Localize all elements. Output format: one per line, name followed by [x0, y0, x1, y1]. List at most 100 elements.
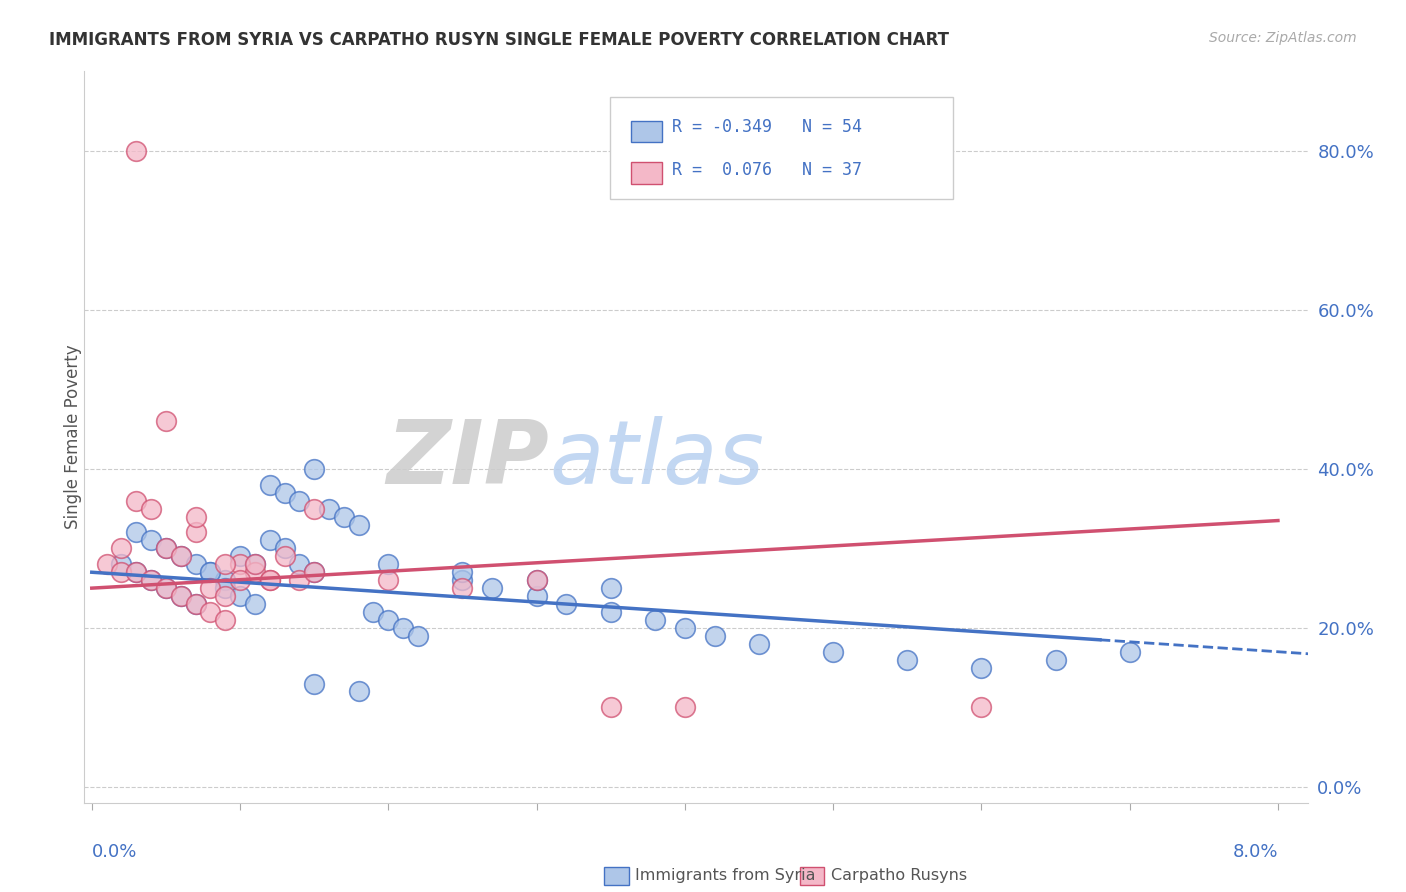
Point — [155, 581, 177, 595]
Point — [333, 509, 356, 524]
Point — [288, 558, 311, 572]
Point — [214, 581, 236, 595]
Point — [451, 581, 474, 595]
Point — [155, 414, 177, 428]
Point — [155, 541, 177, 556]
Point — [1118, 645, 1140, 659]
Point — [155, 541, 177, 556]
Point — [229, 573, 252, 587]
Point — [526, 589, 548, 603]
FancyBboxPatch shape — [610, 97, 953, 200]
Point — [302, 566, 325, 580]
Point — [347, 684, 370, 698]
Point — [229, 549, 252, 564]
Point — [377, 613, 399, 627]
Point — [125, 566, 148, 580]
Point — [302, 501, 325, 516]
Point — [644, 613, 666, 627]
Bar — [800, 867, 824, 885]
Text: Source: ZipAtlas.com: Source: ZipAtlas.com — [1209, 31, 1357, 45]
Point — [526, 573, 548, 587]
Y-axis label: Single Female Poverty: Single Female Poverty — [65, 345, 82, 529]
Point — [125, 493, 148, 508]
Point — [703, 629, 725, 643]
Point — [125, 144, 148, 158]
Point — [184, 597, 207, 611]
Point — [451, 566, 474, 580]
Point — [170, 549, 193, 564]
Point — [229, 558, 252, 572]
Point — [599, 605, 621, 619]
Text: IMMIGRANTS FROM SYRIA VS CARPATHO RUSYN SINGLE FEMALE POVERTY CORRELATION CHART: IMMIGRANTS FROM SYRIA VS CARPATHO RUSYN … — [49, 31, 949, 49]
Point — [273, 549, 295, 564]
Point — [184, 597, 207, 611]
Text: Carpatho Rusyns: Carpatho Rusyns — [831, 869, 967, 883]
Point — [451, 573, 474, 587]
Point — [243, 558, 266, 572]
Point — [273, 485, 295, 500]
Point — [318, 501, 340, 516]
Point — [526, 573, 548, 587]
Point — [347, 517, 370, 532]
Point — [243, 558, 266, 572]
Text: R = -0.349   N = 54: R = -0.349 N = 54 — [672, 119, 862, 136]
Point — [200, 581, 222, 595]
Point — [229, 589, 252, 603]
Point — [288, 573, 311, 587]
Point — [392, 621, 415, 635]
Point — [377, 573, 399, 587]
Point — [406, 629, 429, 643]
Point — [170, 549, 193, 564]
Point — [673, 621, 696, 635]
Point — [243, 566, 266, 580]
Point — [259, 573, 281, 587]
Point — [184, 525, 207, 540]
Point — [243, 597, 266, 611]
Point — [302, 566, 325, 580]
Text: atlas: atlas — [550, 416, 763, 502]
Point — [200, 566, 222, 580]
Point — [302, 462, 325, 476]
Text: R =  0.076   N = 37: R = 0.076 N = 37 — [672, 161, 862, 179]
Point — [125, 525, 148, 540]
Point — [673, 700, 696, 714]
Point — [377, 558, 399, 572]
Point — [288, 493, 311, 508]
Point — [110, 566, 132, 580]
Point — [273, 541, 295, 556]
Point — [184, 558, 207, 572]
Point — [214, 613, 236, 627]
Point — [139, 501, 162, 516]
Point — [259, 477, 281, 491]
Point — [970, 660, 993, 674]
Bar — [631, 120, 662, 143]
Point — [555, 597, 578, 611]
Point — [599, 700, 621, 714]
Point — [214, 573, 236, 587]
Point — [170, 589, 193, 603]
Point — [110, 558, 132, 572]
Point — [1045, 653, 1067, 667]
Point — [481, 581, 503, 595]
Point — [599, 581, 621, 595]
Point — [302, 676, 325, 690]
Text: 0.0%: 0.0% — [91, 843, 138, 861]
Point — [896, 653, 918, 667]
Point — [214, 558, 236, 572]
Point — [748, 637, 770, 651]
Point — [139, 573, 162, 587]
Bar — [631, 162, 662, 185]
Point — [110, 541, 132, 556]
Point — [155, 581, 177, 595]
Point — [125, 566, 148, 580]
Point — [823, 645, 845, 659]
Text: ZIP: ZIP — [387, 416, 550, 502]
Point — [214, 589, 236, 603]
Point — [970, 700, 993, 714]
Bar — [605, 867, 628, 885]
Point — [200, 605, 222, 619]
Point — [184, 509, 207, 524]
Point — [139, 533, 162, 548]
Point — [139, 573, 162, 587]
Point — [363, 605, 385, 619]
